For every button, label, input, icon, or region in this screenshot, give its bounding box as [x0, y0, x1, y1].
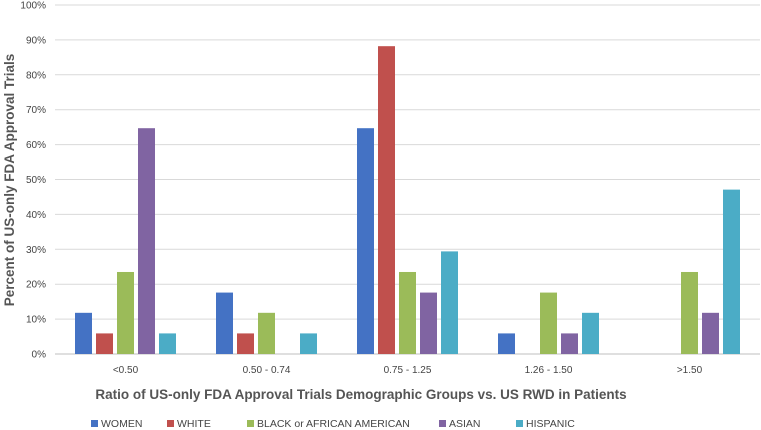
- bar-hispanic-2: [441, 251, 458, 354]
- legend-swatch: [247, 420, 254, 427]
- y-axis-ticks: 0% 10% 20% 30% 40% 50% 60% 70% 80% 90% 100%: [20, 1, 46, 361]
- bar-asian-2: [420, 292, 437, 354]
- x-tick-label: 1.26 - 1.50: [525, 365, 573, 376]
- y-tick-label: 0%: [32, 350, 47, 361]
- legend-label: WOMEN: [101, 418, 142, 430]
- y-tick-label: 40%: [26, 210, 46, 221]
- bar-black-or-african-american-4: [681, 271, 698, 354]
- legend-swatch: [91, 420, 98, 427]
- y-axis-label: Percent of US-only FDA Approval Trials: [2, 54, 17, 307]
- x-tick-label: 0.50 - 0.74: [243, 365, 291, 376]
- legend-swatch: [167, 420, 174, 427]
- legend-label: ASIAN: [449, 418, 481, 430]
- bar-hispanic-4: [723, 189, 740, 354]
- legend-label: HISPANIC: [526, 418, 575, 430]
- bar-hispanic-1: [300, 333, 317, 354]
- bar-black-or-african-american-0: [117, 271, 134, 354]
- bar-black-or-african-american-1: [258, 312, 275, 354]
- y-tick-label: 100%: [20, 1, 46, 12]
- legend-swatch: [439, 420, 446, 427]
- x-tick-label: 0.75 - 1.25: [384, 365, 432, 376]
- legend-swatch: [516, 420, 523, 427]
- y-tick-label: 20%: [26, 280, 46, 291]
- y-tick-label: 50%: [26, 175, 46, 186]
- y-tick-label: 60%: [26, 140, 46, 151]
- bar-women-1: [216, 292, 233, 354]
- bar-asian-0: [138, 128, 155, 354]
- gridlines: [55, 4, 760, 355]
- y-tick-label: 10%: [26, 315, 46, 326]
- bar-black-or-african-american-3: [540, 292, 557, 354]
- y-tick-label: 30%: [26, 245, 46, 256]
- bar-white-0: [96, 333, 113, 354]
- x-axis-ticks: <0.50 0.50 - 0.74 0.75 - 1.25 1.26 - 1.50 >1…: [113, 365, 703, 376]
- bars: [75, 46, 740, 354]
- bar-black-or-african-american-2: [399, 271, 416, 354]
- bar-white-1: [237, 333, 254, 354]
- legend-label: WHITE: [177, 418, 211, 430]
- bar-asian-4: [702, 312, 719, 354]
- bar-women-3: [498, 333, 515, 354]
- legend-label: BLACK or AFRICAN AMERICAN: [257, 418, 410, 430]
- bar-hispanic-0: [159, 333, 176, 354]
- bar-white-2: [378, 46, 395, 354]
- legend: WOMEN WHITE BLACK or AFRICAN AMERICAN ASIAN…: [91, 418, 575, 430]
- x-axis-label: Ratio of US-only FDA Approval Trials Dem…: [95, 387, 626, 402]
- bar-asian-3: [561, 333, 578, 354]
- bar-hispanic-3: [582, 312, 599, 354]
- y-tick-label: 80%: [26, 70, 46, 81]
- y-tick-label: 90%: [26, 35, 46, 46]
- x-tick-label: >1.50: [677, 365, 703, 376]
- bar-women-0: [75, 312, 92, 354]
- bar-women-2: [357, 128, 374, 354]
- y-tick-label: 70%: [26, 105, 46, 116]
- x-tick-label: <0.50: [113, 365, 139, 376]
